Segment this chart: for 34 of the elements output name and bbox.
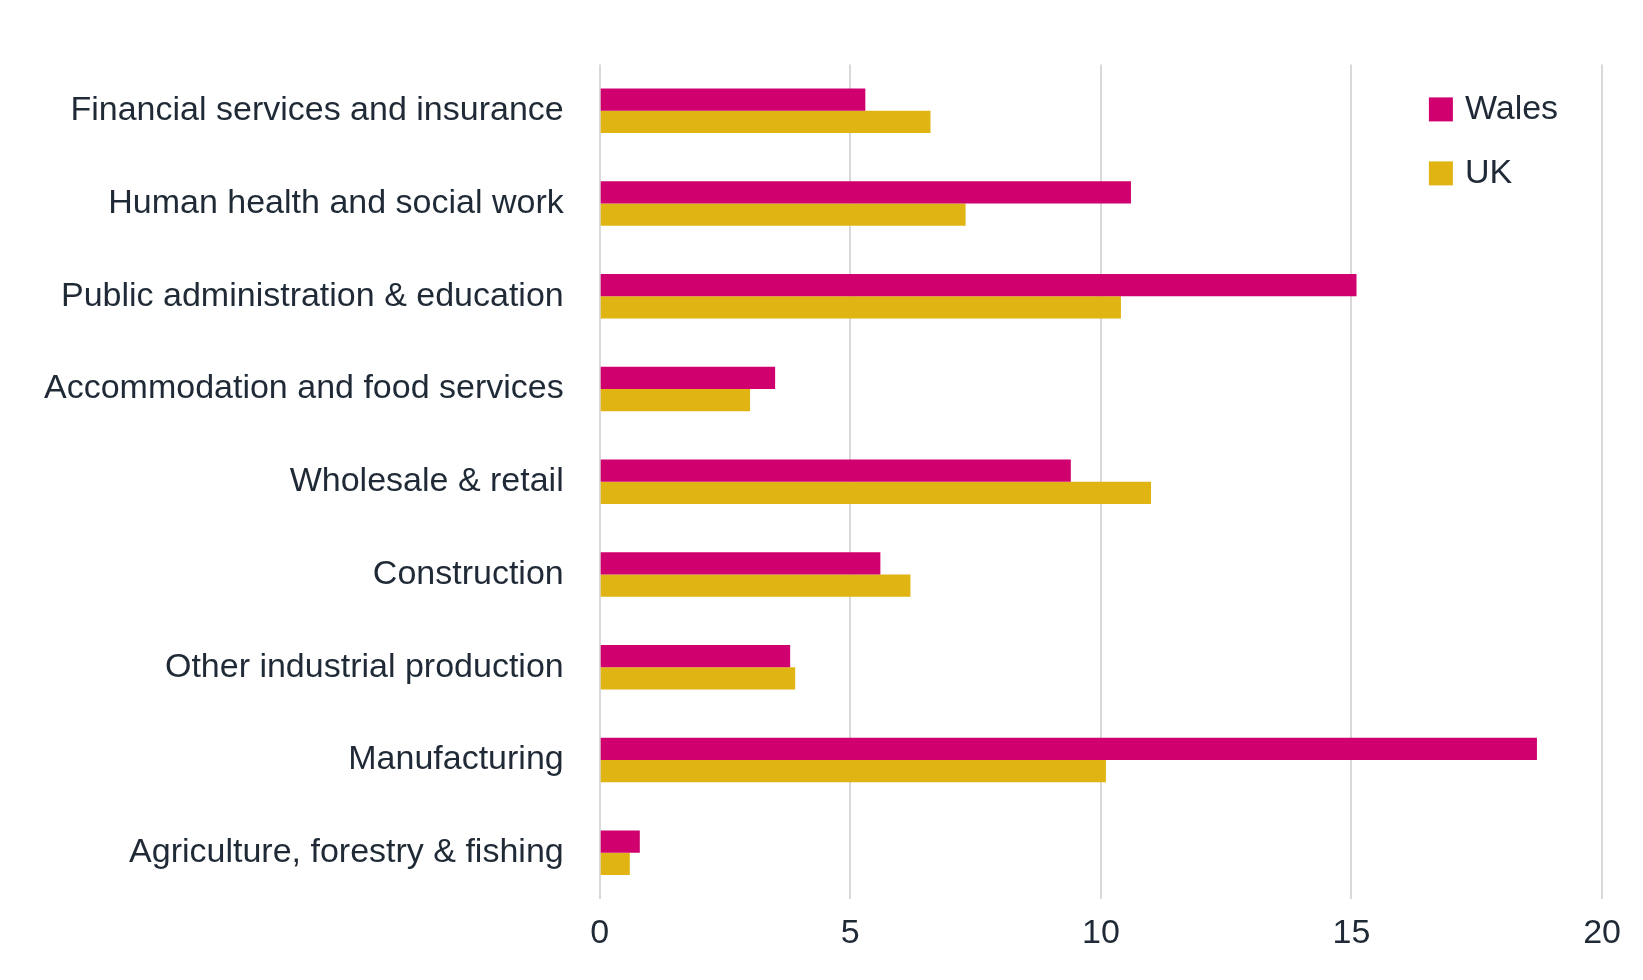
- bar: [600, 574, 911, 597]
- y-tick-label: Other industrial production: [164, 645, 564, 684]
- x-tick-label: 5: [840, 911, 860, 950]
- bar: [600, 296, 1121, 319]
- legend-label: UK: [1464, 151, 1513, 190]
- legend-label: Wales: [1464, 87, 1559, 126]
- bar: [600, 459, 1071, 482]
- y-tick-label: Agriculture, forestry & fishing: [129, 831, 564, 870]
- bar: [600, 852, 630, 876]
- x-tick-label: 0: [590, 911, 610, 950]
- y-tick-label: Public administration & education: [60, 274, 564, 313]
- y-tick-label: Accommodation and food services: [43, 367, 564, 406]
- bar: [600, 389, 751, 412]
- x-tick-label: 15: [1332, 911, 1371, 950]
- x-tick-label: 10: [1081, 911, 1120, 950]
- bar: [600, 481, 1152, 505]
- bar: [600, 645, 791, 668]
- bar: [600, 737, 1537, 761]
- bar: [600, 830, 640, 853]
- bar: [600, 552, 881, 575]
- y-tick-label: Manufacturing: [348, 738, 564, 777]
- x-tick-label: 20: [1583, 911, 1621, 950]
- bar: [600, 667, 796, 690]
- bar: [600, 760, 1106, 783]
- bar: [600, 181, 1131, 204]
- y-tick-label: Financial services and insurance: [70, 89, 564, 128]
- bar: [600, 88, 866, 111]
- bar: [600, 110, 931, 134]
- y-tick-label: Wholesale & retail: [289, 460, 564, 499]
- bar: [600, 274, 1357, 297]
- y-tick-label: Human health and social work: [108, 181, 565, 220]
- y-tick-label: Construction: [372, 552, 564, 591]
- bar: [600, 203, 966, 226]
- bar: [600, 366, 776, 390]
